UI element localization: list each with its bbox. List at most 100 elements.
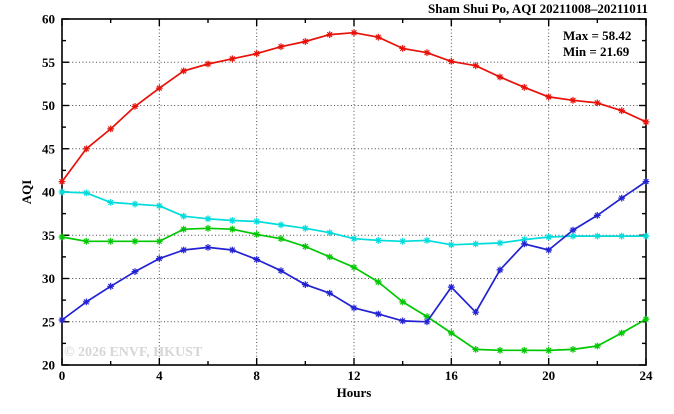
data-point-marker [593,342,601,350]
data-point-marker [447,58,455,65]
y-tick-label: 40 [42,185,55,200]
data-point-marker [204,60,212,68]
data-point-marker [228,217,236,224]
data-point-marker [82,237,90,245]
y-axis-label: AQI [19,180,34,205]
data-point-marker [520,240,528,248]
data-point-marker [545,246,553,254]
y-tick-label: 50 [42,98,55,113]
data-point-marker [204,243,212,251]
data-point-marker [447,329,455,337]
x-tick-label: 0 [59,368,66,383]
data-point-marker [618,194,626,202]
data-point-marker [155,237,163,245]
data-point-marker [374,310,382,318]
data-point-marker [350,263,358,271]
data-point-marker [301,281,309,289]
data-point-marker [155,202,163,210]
data-point-marker [374,236,382,244]
x-tick-label: 16 [445,368,459,383]
data-point-marker [131,237,139,245]
data-point-marker [277,267,285,275]
data-point-marker [350,29,358,37]
data-point-marker [496,239,504,247]
data-point-marker [131,268,139,276]
data-point-marker [618,329,626,337]
x-tick-label: 24 [640,368,654,383]
data-point-marker [618,107,626,115]
data-point-marker [180,212,188,220]
data-point-marker [277,221,285,229]
data-point-marker [399,317,407,325]
y-tick-label: 30 [42,271,55,286]
series-green [58,224,650,354]
data-point-marker [520,346,528,354]
y-tick-label: 20 [42,358,55,373]
data-point-marker [423,49,431,57]
chart-title: Sham Shui Po, AQI 20211008–20211011 [428,1,648,16]
data-series [58,29,650,354]
data-point-marker [326,253,334,261]
data-point-marker [253,50,261,57]
data-point-marker [447,283,455,291]
data-point-marker [107,237,115,245]
data-point-marker [228,246,236,254]
data-point-marker [253,256,261,263]
x-tick-label: 8 [253,368,260,383]
data-point-marker [642,178,650,186]
data-point-marker [58,178,66,186]
series-red [58,29,650,186]
data-point-marker [131,103,139,110]
data-point-marker [155,255,163,263]
data-point-marker [350,235,358,243]
data-point-marker [82,145,90,153]
data-point-marker [520,236,528,244]
data-point-marker [593,232,601,240]
data-point-marker [58,233,66,241]
data-point-marker [545,93,553,101]
data-point-marker [399,298,407,306]
legend-min-value: Min = 21.69 [563,44,630,59]
data-point-marker [447,241,455,249]
data-point-marker [155,84,163,92]
x-tick-label: 20 [542,368,555,383]
x-tick-label: 12 [348,368,361,383]
data-point-marker [301,224,309,232]
y-tick-label: 25 [42,314,56,329]
x-axis-label: Hours [337,385,372,400]
data-point-marker [472,62,480,70]
x-tick-label: 4 [156,368,163,383]
data-point-marker [399,45,407,52]
data-point-marker [472,240,480,248]
series-cyan [58,188,650,249]
data-point-marker [82,298,90,306]
data-point-marker [228,225,236,233]
y-tick-label: 55 [42,55,56,70]
data-point-marker [399,237,407,245]
data-point-marker [58,188,66,196]
data-point-marker [326,289,334,297]
watermark: © 2026 ENVF, HKUST [64,345,203,360]
series-blue [58,178,650,326]
data-point-marker [618,232,626,240]
data-point-marker [204,224,212,232]
data-point-marker [107,125,115,133]
legend-max-value: Max = 58.42 [563,28,631,43]
data-point-marker [642,118,650,126]
data-point-marker [326,31,334,38]
data-point-marker [301,243,309,250]
data-point-marker [496,73,504,81]
data-point-marker [569,345,577,353]
data-point-marker [107,198,115,206]
data-point-marker [642,232,650,240]
data-point-marker [180,246,188,254]
data-point-marker [545,346,553,354]
data-point-marker [180,67,188,75]
data-point-marker [374,33,382,41]
data-point-marker [569,226,577,234]
tick-labels: 0 4 8 12 16 20 24 20 25 30 35 40 45 50 55 60 [42,12,653,384]
data-point-marker [472,345,480,353]
data-point-marker [301,38,309,45]
